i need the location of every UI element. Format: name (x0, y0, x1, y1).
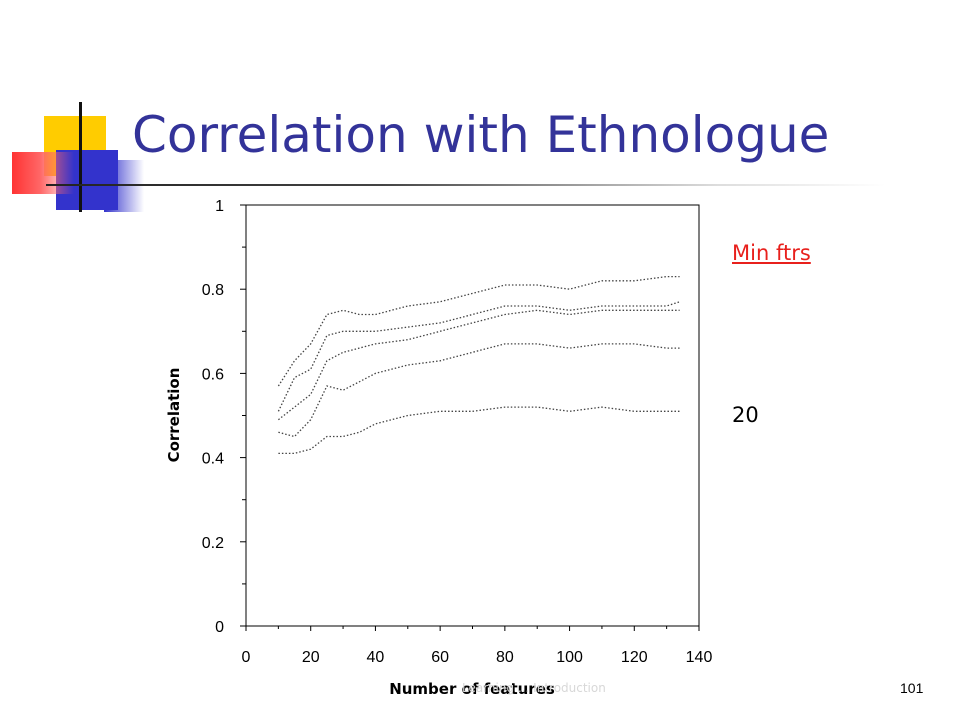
y-axis-label: Correlation (165, 368, 183, 463)
series-line-5 (278, 406, 680, 455)
title-underline (46, 184, 886, 186)
plot-frame (245, 204, 700, 627)
y-tick-label: 0.6 (202, 366, 224, 383)
y-tick-label: 0.8 (202, 282, 224, 299)
x-tick-label: 100 (556, 649, 583, 666)
deco-blue-fade (104, 160, 144, 212)
x-tick-label: 60 (431, 649, 449, 666)
x-axis-label: Number of features (389, 680, 555, 698)
x-tick-label: 40 (367, 649, 385, 666)
slide-title: Correlation with Ethnologue (132, 106, 830, 164)
x-tick-label: 120 (621, 649, 648, 666)
deco-red-square (12, 152, 74, 194)
x-tick-label: 0 (242, 649, 251, 666)
y-tick-label: 0 (215, 619, 224, 636)
series-line-2 (277, 301, 680, 412)
x-tick-label: 140 (686, 649, 713, 666)
min-ftrs-link[interactable]: Min ftrs (732, 241, 811, 265)
y-tick-label: 1 (215, 198, 224, 215)
slide-number: 101 (900, 680, 924, 696)
y-tick-label: 0.2 (202, 535, 224, 552)
y-tick-label: 0.4 (202, 451, 224, 468)
series-line-3 (277, 309, 680, 421)
min-ftrs-value: 20 (732, 403, 759, 427)
footer-text: Learning ... Introduction (462, 681, 606, 695)
x-tick-label: 80 (496, 649, 514, 666)
series-line-4 (278, 343, 680, 438)
deco-vertical-line (79, 102, 82, 212)
series-line-1 (277, 275, 680, 387)
x-tick-label: 20 (302, 649, 320, 666)
